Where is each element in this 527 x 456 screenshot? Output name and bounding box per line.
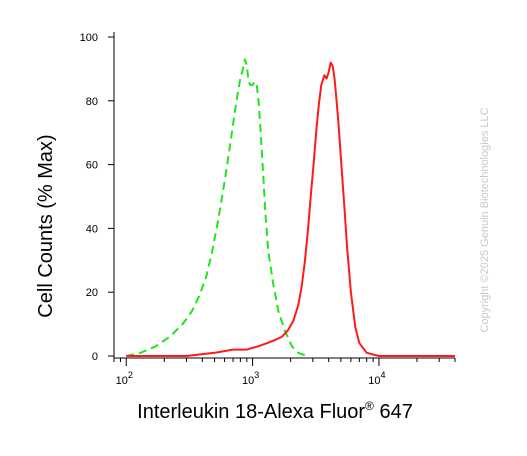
y-tick-label: 20 (86, 287, 98, 299)
x-axis-title-main: Interleukin 18-Alexa Fluor (137, 401, 365, 423)
y-tick-label: 40 (86, 223, 98, 235)
y-tick-label: 80 (86, 96, 98, 108)
x-axis-title-registered: ® (365, 399, 374, 413)
series-line-dashed (125, 58, 308, 357)
y-axis-title: Cell Counts (% Max) (35, 134, 57, 317)
y-tick-label: 100 (80, 32, 98, 44)
series-line-solid (126, 61, 455, 357)
series-layer (125, 58, 455, 357)
x-axis-title-suffix: 647 (374, 401, 413, 423)
y-ticks: 0 20 40 60 80 100 (80, 32, 114, 363)
y-tick-label: 0 (92, 351, 98, 363)
x-axis-title: Interleukin 18-Alexa Fluor® 647 (137, 399, 413, 423)
x-tick-label: 103 (242, 370, 259, 387)
copyright-watermark: Copyright ©2025 Genuin Biotechnologies L… (479, 107, 491, 332)
y-tick-label: 60 (86, 160, 98, 172)
x-tick-label: 104 (368, 370, 385, 387)
x-ticks: 102 103 104 (113, 358, 456, 387)
x-tick-label: 102 (116, 370, 133, 387)
plot-axes (113, 32, 455, 359)
